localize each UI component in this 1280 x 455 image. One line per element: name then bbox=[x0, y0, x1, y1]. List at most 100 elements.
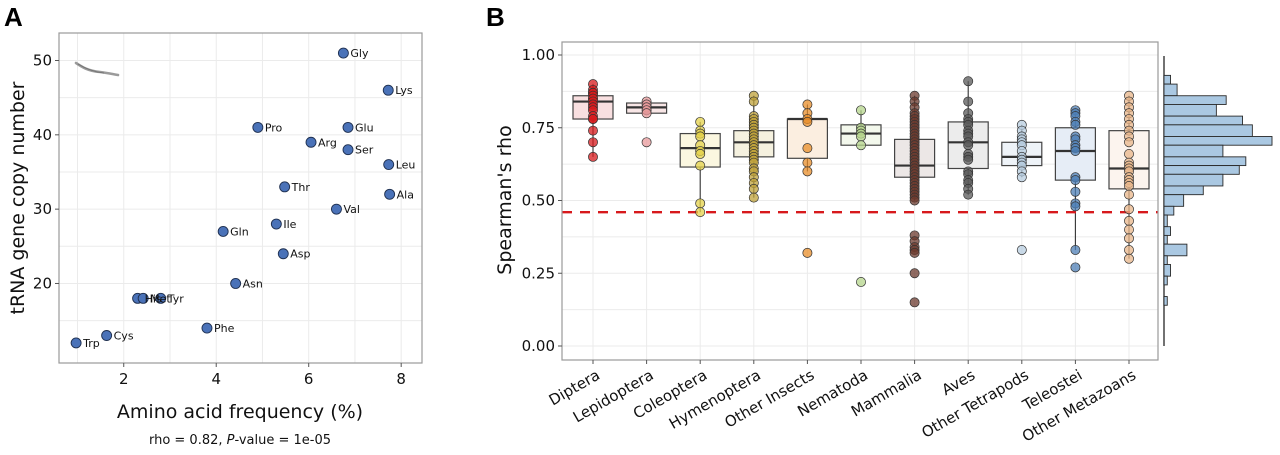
histogram-bar bbox=[1163, 264, 1171, 277]
histogram-bar bbox=[1163, 296, 1168, 306]
histogram-bar bbox=[1163, 104, 1217, 117]
histogram-bar bbox=[1163, 226, 1171, 236]
scatter-point bbox=[342, 144, 354, 156]
point-label: Ile bbox=[283, 218, 296, 231]
data-point bbox=[1124, 233, 1134, 244]
data-point bbox=[909, 195, 920, 206]
panel-b-grid bbox=[562, 42, 1158, 360]
data-point bbox=[1124, 224, 1134, 235]
data-point bbox=[1016, 172, 1027, 183]
point-label: Arg bbox=[318, 136, 337, 149]
histogram-bar bbox=[1163, 115, 1243, 126]
data-point bbox=[1124, 148, 1134, 159]
point-label: Asn bbox=[243, 277, 263, 290]
data-point bbox=[802, 166, 813, 177]
point-label: Lys bbox=[395, 84, 413, 97]
data-point bbox=[641, 108, 652, 119]
data-point bbox=[856, 131, 866, 142]
data-point bbox=[1124, 137, 1134, 148]
y-tick-label: 20 bbox=[33, 274, 52, 292]
data-point bbox=[963, 189, 974, 200]
scatter-point bbox=[252, 121, 264, 133]
panel-b-boxplot: DipteraLepidopteraColeopteraHymenopteraO… bbox=[494, 41, 1273, 446]
scatter-point bbox=[201, 322, 213, 334]
histogram-bar bbox=[1163, 173, 1224, 187]
histogram-bar bbox=[1163, 275, 1168, 286]
data-point bbox=[1124, 245, 1134, 255]
y-tick-label: 0.50 bbox=[522, 192, 555, 210]
y-tick-label: 50 bbox=[33, 52, 52, 70]
data-point bbox=[1016, 245, 1027, 255]
data-point bbox=[588, 151, 598, 162]
scatter-point bbox=[137, 292, 149, 304]
scatter-point bbox=[342, 121, 354, 133]
data-point bbox=[802, 143, 813, 154]
panel-a-scatter: Gly Lys Pro Glu Arg Ser Leu Thr Ala Val Ile Gln Asp A… bbox=[7, 32, 423, 448]
histogram-bar bbox=[1163, 214, 1168, 228]
histogram-bar bbox=[1163, 255, 1168, 265]
data-point bbox=[588, 137, 598, 148]
worm-icon bbox=[74, 61, 120, 77]
point-label: Ala bbox=[397, 188, 414, 201]
scatter-point bbox=[331, 203, 342, 215]
point-label: Pro bbox=[265, 121, 283, 134]
data-point bbox=[802, 99, 813, 110]
scatter-point bbox=[70, 337, 82, 349]
y-tick-label: 0.00 bbox=[522, 337, 555, 355]
data-point bbox=[1070, 262, 1081, 273]
point-label: Leu bbox=[396, 159, 416, 172]
x-tick-label: 6 bbox=[304, 370, 314, 388]
point-label: Asp bbox=[290, 248, 310, 261]
histogram-bar bbox=[1163, 194, 1185, 207]
histogram-bar bbox=[1163, 234, 1168, 245]
histogram-bar bbox=[1163, 185, 1204, 196]
histogram-bar bbox=[1163, 136, 1273, 146]
panel-a-points bbox=[70, 47, 396, 349]
data-point bbox=[695, 198, 706, 209]
y-tick-label: 0.75 bbox=[522, 119, 555, 137]
data-point bbox=[588, 125, 598, 136]
data-point bbox=[856, 140, 866, 151]
histogram-bar bbox=[1163, 156, 1247, 167]
x-tick-label: 2 bbox=[119, 370, 129, 388]
data-point bbox=[1124, 253, 1134, 264]
histogram-bar bbox=[1163, 95, 1227, 105]
point-label: Thr bbox=[291, 181, 311, 194]
scatter-point bbox=[279, 181, 291, 193]
histogram-bar bbox=[1163, 83, 1178, 97]
point-label: Met bbox=[150, 292, 171, 305]
point-label: Glu bbox=[355, 121, 374, 134]
data-point bbox=[748, 192, 759, 203]
caption-rho: rho = 0.82, bbox=[149, 433, 227, 448]
data-point bbox=[1124, 215, 1134, 226]
point-label: Ser bbox=[355, 144, 374, 157]
data-point bbox=[802, 247, 813, 258]
histogram-bar bbox=[1163, 205, 1175, 216]
data-point bbox=[1070, 175, 1081, 186]
data-point bbox=[963, 140, 974, 151]
point-label: His bbox=[145, 292, 162, 305]
panel-a-frame bbox=[58, 32, 423, 364]
data-point bbox=[856, 105, 866, 116]
data-point bbox=[909, 247, 920, 258]
data-point bbox=[1070, 146, 1081, 156]
data-point bbox=[588, 114, 598, 124]
scatter-point bbox=[155, 292, 167, 304]
scatter-point bbox=[230, 278, 242, 289]
scatter-point bbox=[277, 248, 289, 260]
scatter-point bbox=[383, 159, 395, 171]
scatter-point bbox=[337, 47, 349, 59]
y-tick-label: 0.25 bbox=[522, 264, 555, 282]
histogram-bar bbox=[1163, 124, 1253, 137]
panel-a-x-ticks: 2 4 6 8 bbox=[119, 363, 406, 388]
panel-a-y-ticks: 20 30 40 50 bbox=[33, 52, 59, 292]
data-point bbox=[1070, 186, 1081, 197]
data-point bbox=[695, 160, 706, 171]
y-tick-label: 30 bbox=[33, 200, 52, 218]
scatter-point bbox=[101, 330, 113, 341]
data-point bbox=[802, 157, 813, 168]
panel-b-x-ticks: DipteraLepidopteraColeopteraHymenopteraO… bbox=[546, 360, 1139, 446]
panel-a-point-labels: Gly Lys Pro Glu Arg Ser Leu Thr Ala Val Ile Gln Asp A… bbox=[82, 47, 415, 350]
point-label: Gly bbox=[350, 47, 369, 60]
